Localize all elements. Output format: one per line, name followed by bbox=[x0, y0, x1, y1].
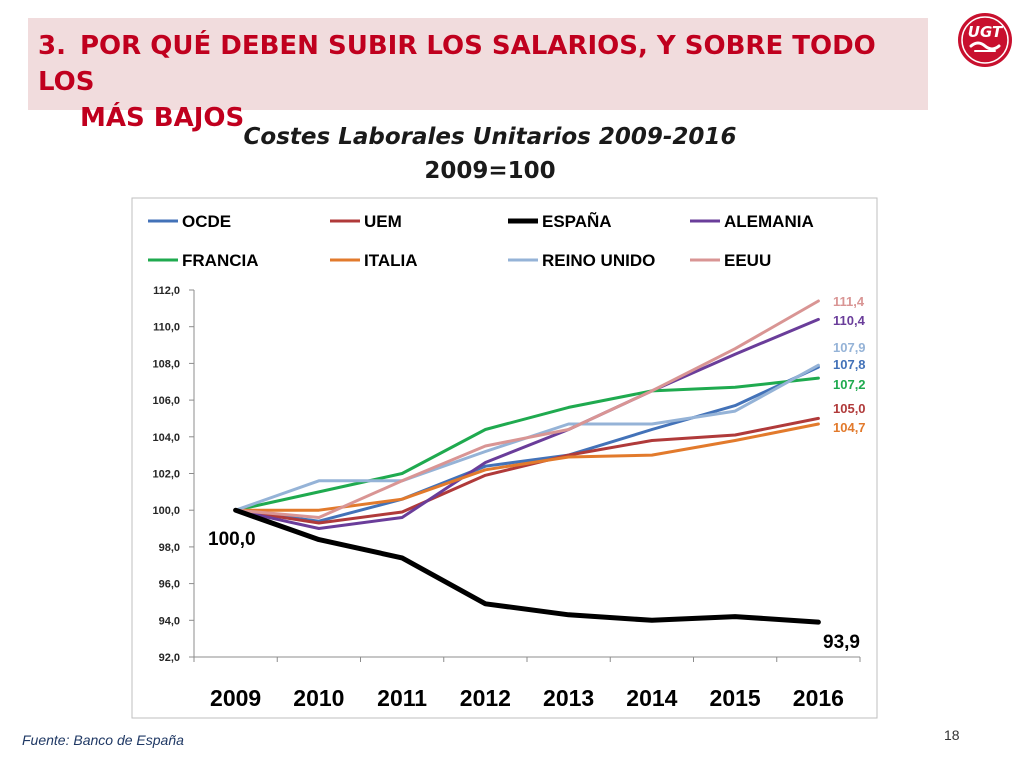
legend-entry: ALEMANIA bbox=[724, 212, 814, 231]
series-line bbox=[234, 416, 820, 525]
chart-title-block: Costes Laborales Unitarios 2009-2016 200… bbox=[190, 120, 790, 188]
series-line bbox=[234, 299, 820, 519]
x-tick-label: 2016 bbox=[793, 685, 844, 711]
data-label: 107,9 bbox=[833, 340, 866, 355]
legend-entry: UEM bbox=[364, 212, 402, 231]
x-tick-label: 2011 bbox=[377, 685, 427, 711]
slide-title-line2: MÁS BAJOS bbox=[80, 103, 245, 133]
y-tick-label: 94,0 bbox=[159, 615, 180, 627]
y-tick-label: 110,0 bbox=[153, 322, 180, 334]
x-tick-label: 2013 bbox=[543, 685, 594, 711]
legend-entry: ESPAÑA bbox=[542, 211, 612, 231]
data-label: 100,0 bbox=[208, 529, 256, 550]
series-line bbox=[234, 317, 820, 530]
y-tick-label: 108,0 bbox=[152, 358, 180, 370]
x-tick-label: 2015 bbox=[710, 685, 761, 711]
ugt-handshake-logo-icon: UGT bbox=[958, 13, 1012, 67]
series-line bbox=[233, 507, 821, 625]
series-line bbox=[234, 365, 820, 523]
series-line bbox=[234, 422, 820, 512]
series-line bbox=[234, 376, 820, 512]
data-label: 93,9 bbox=[823, 632, 860, 653]
x-tick-label: 2014 bbox=[626, 685, 677, 711]
chart-frame bbox=[131, 197, 878, 719]
data-label: 107,8 bbox=[833, 357, 866, 372]
data-label: 107,2 bbox=[833, 377, 866, 392]
page-number: 18 bbox=[944, 727, 960, 743]
y-tick-label: 112,0 bbox=[153, 285, 180, 297]
data-label: 104,7 bbox=[833, 420, 866, 435]
legend-entry: REINO UNIDO bbox=[542, 251, 655, 270]
slide-title: 3. POR QUÉ DEBEN SUBIR LOS SALARIOS, Y SO… bbox=[38, 28, 918, 136]
y-tick-label: 100,0 bbox=[152, 505, 180, 517]
slide-title-line1: POR QUÉ DEBEN SUBIR LOS SALARIOS, Y SOBR… bbox=[38, 31, 876, 97]
legend-entry: FRANCIA bbox=[182, 251, 259, 270]
legend-entry: ITALIA bbox=[364, 251, 418, 270]
slide-title-number: 3. bbox=[38, 31, 66, 61]
legend-entry: EEUU bbox=[724, 251, 771, 270]
y-tick-label: 96,0 bbox=[159, 579, 180, 591]
x-tick-label: 2012 bbox=[460, 685, 511, 711]
chart-title: Costes Laborales Unitarios 2009-2016 bbox=[243, 124, 737, 150]
data-label: 110,4 bbox=[833, 313, 866, 328]
y-tick-label: 98,0 bbox=[159, 542, 180, 554]
y-tick-label: 106,0 bbox=[152, 395, 180, 407]
legend-entry: OCDE bbox=[182, 212, 231, 231]
y-tick-label: 92,0 bbox=[159, 652, 180, 664]
y-tick-label: 102,0 bbox=[152, 469, 180, 481]
x-tick-label: 2010 bbox=[293, 685, 344, 711]
header-band bbox=[28, 18, 928, 110]
data-label: 111,4 bbox=[833, 294, 865, 309]
source-note: Fuente: Banco de España bbox=[22, 732, 184, 748]
logo-text: UGT bbox=[968, 23, 1004, 41]
y-tick-label: 104,0 bbox=[152, 432, 180, 444]
data-label: 105,0 bbox=[833, 401, 866, 416]
x-tick-label: 2009 bbox=[210, 685, 261, 711]
chart-subtitle: 2009=100 bbox=[424, 158, 556, 184]
